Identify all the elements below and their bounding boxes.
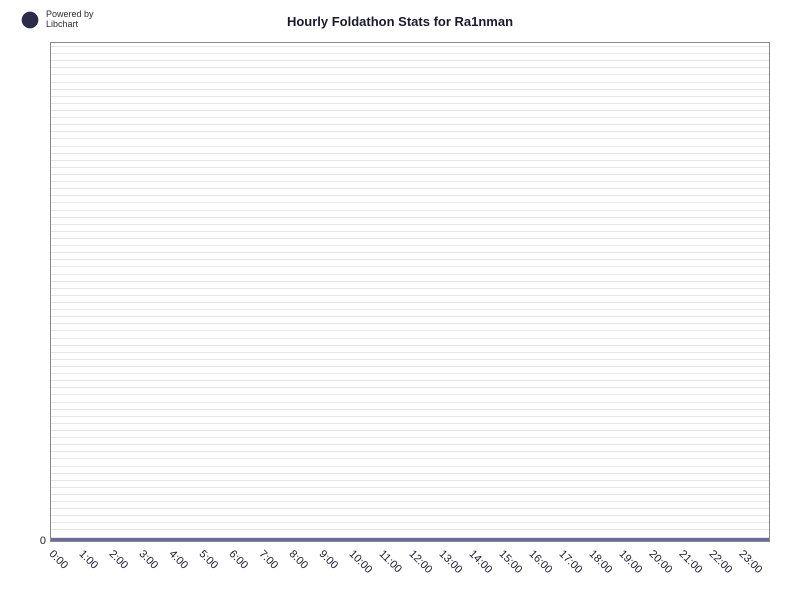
gridline <box>51 430 769 431</box>
gridline <box>51 181 769 182</box>
gridline <box>51 110 769 111</box>
gridline <box>51 224 769 225</box>
gridline <box>51 103 769 104</box>
gridline <box>51 409 769 410</box>
gridline <box>51 210 769 211</box>
xtick-label: 9:00 <box>317 548 341 572</box>
xtick-label: 0:00 <box>47 548 71 572</box>
gridline <box>51 338 769 339</box>
gridline <box>51 473 769 474</box>
plot-area <box>50 42 770 542</box>
gridline <box>51 74 769 75</box>
gridline <box>51 316 769 317</box>
gridline <box>51 231 769 232</box>
gridline <box>51 60 769 61</box>
gridline <box>51 451 769 452</box>
gridline <box>51 124 769 125</box>
xtick-label: 15:00 <box>497 548 525 576</box>
xtick-label: 6:00 <box>227 548 251 572</box>
xtick-label: 1:00 <box>77 548 101 572</box>
gridline <box>51 217 769 218</box>
xtick-label: 21:00 <box>677 548 705 576</box>
xtick-label: 5:00 <box>197 548 221 572</box>
gridline <box>51 466 769 467</box>
gridline <box>51 359 769 360</box>
gridline <box>51 259 769 260</box>
gridline <box>51 53 769 54</box>
gridline <box>51 515 769 516</box>
gridline <box>51 174 769 175</box>
xtick-label: 3:00 <box>137 548 161 572</box>
gridline <box>51 288 769 289</box>
gridline <box>51 252 769 253</box>
gridlines <box>51 43 769 541</box>
gridline <box>51 295 769 296</box>
gridline <box>51 160 769 161</box>
gridline <box>51 480 769 481</box>
gridline <box>51 67 769 68</box>
xtick-label: 10:00 <box>347 548 375 576</box>
gridline <box>51 245 769 246</box>
xtick-label: 19:00 <box>617 548 645 576</box>
gridline <box>51 281 769 282</box>
gridline <box>51 487 769 488</box>
gridline <box>51 352 769 353</box>
gridline <box>51 458 769 459</box>
gridline <box>51 366 769 367</box>
gridline <box>51 330 769 331</box>
ytick-label: 0 <box>16 535 46 547</box>
gridline <box>51 501 769 502</box>
gridline <box>51 444 769 445</box>
xtick-label: 8:00 <box>287 548 311 572</box>
gridline <box>51 82 769 83</box>
xtick-label: 7:00 <box>257 548 281 572</box>
xtick-label: 22:00 <box>707 548 735 576</box>
xtick-label: 18:00 <box>587 548 615 576</box>
gridline <box>51 131 769 132</box>
gridline <box>51 387 769 388</box>
gridline <box>51 508 769 509</box>
gridline <box>51 202 769 203</box>
gridline <box>51 302 769 303</box>
xtick-label: 16:00 <box>527 548 555 576</box>
xtick-label: 23:00 <box>737 548 765 576</box>
xtick-label: 11:00 <box>377 548 404 575</box>
gridline <box>51 494 769 495</box>
xtick-label: 13:00 <box>437 548 465 576</box>
gridline <box>51 416 769 417</box>
gridline <box>51 373 769 374</box>
gridline <box>51 238 769 239</box>
xtick-label: 2:00 <box>107 548 131 572</box>
gridline <box>51 195 769 196</box>
gridline <box>51 96 769 97</box>
gridline <box>51 266 769 267</box>
xtick-label: 12:00 <box>407 548 435 576</box>
gridline <box>51 138 769 139</box>
gridline <box>51 46 769 47</box>
xtick-label: 14:00 <box>467 548 495 576</box>
gridline <box>51 437 769 438</box>
gridline <box>51 89 769 90</box>
gridline <box>51 529 769 530</box>
gridline <box>51 323 769 324</box>
xtick-label: 4:00 <box>167 548 191 572</box>
baseline <box>51 538 769 541</box>
gridline <box>51 146 769 147</box>
gridline <box>51 309 769 310</box>
gridline <box>51 423 769 424</box>
gridline <box>51 345 769 346</box>
gridline <box>51 394 769 395</box>
xtick-label: 20:00 <box>647 548 675 576</box>
gridline <box>51 402 769 403</box>
gridline <box>51 188 769 189</box>
chart-title: Hourly Foldathon Stats for Ra1nman <box>0 14 800 29</box>
gridline <box>51 522 769 523</box>
gridline <box>51 380 769 381</box>
xtick-label: 17:00 <box>557 548 585 576</box>
gridline <box>51 167 769 168</box>
gridline <box>51 153 769 154</box>
gridline <box>51 117 769 118</box>
gridline <box>51 274 769 275</box>
